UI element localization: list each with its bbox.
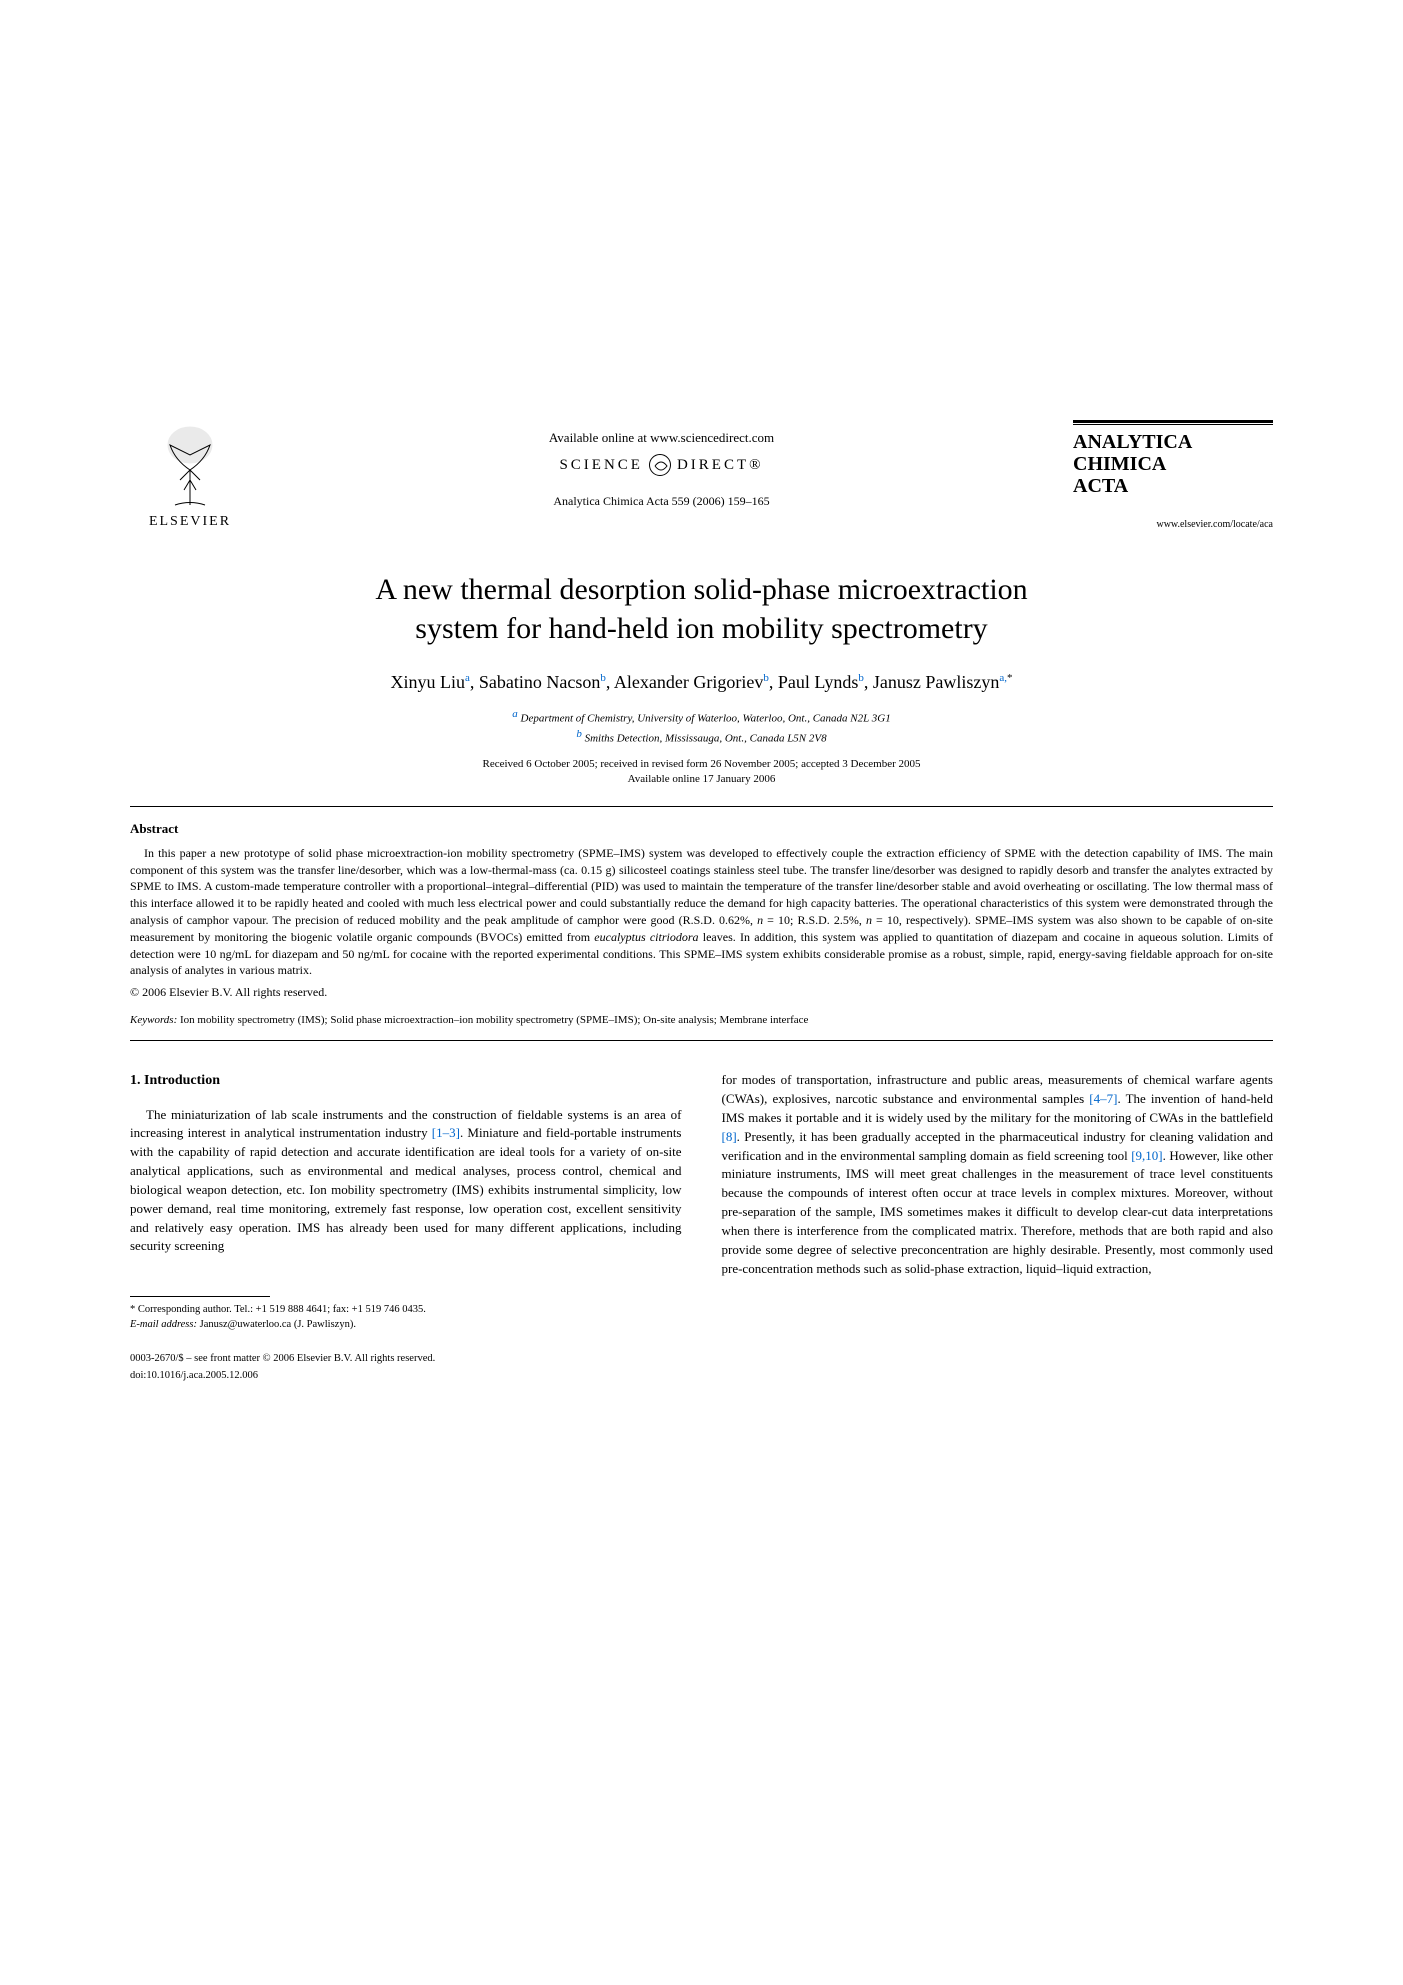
footnote-rule bbox=[130, 1296, 270, 1297]
author-2-affil: b bbox=[600, 672, 606, 684]
author-2: Sabatino Nacson bbox=[479, 672, 600, 692]
front-matter-line: 0003-2670/$ – see front matter © 2006 El… bbox=[130, 1351, 682, 1366]
abstract-text: In this paper a new prototype of solid p… bbox=[130, 845, 1273, 979]
keywords: Keywords: Ion mobility spectrometry (IMS… bbox=[130, 1014, 1273, 1026]
rule-below-keywords bbox=[130, 1040, 1273, 1041]
email-value: Janusz@uwaterloo.ca (J. Pawliszyn). bbox=[200, 1319, 356, 1330]
author-1-affil: a bbox=[465, 672, 470, 684]
keywords-label: Keywords: bbox=[130, 1014, 177, 1026]
corresponding-footnote: * Corresponding author. Tel.: +1 519 888… bbox=[130, 1303, 682, 1318]
body-columns: 1. Introduction The miniaturization of l… bbox=[130, 1071, 1273, 1383]
journal-name-line3: ACTA bbox=[1073, 475, 1273, 497]
journal-name-line2: CHIMICA bbox=[1073, 453, 1273, 475]
journal-url: www.elsevier.com/locate/aca bbox=[1073, 519, 1273, 530]
elsevier-tree-icon bbox=[150, 420, 230, 510]
affil-b-sup: b bbox=[576, 728, 582, 740]
title-line2: system for hand-held ion mobility spectr… bbox=[415, 612, 987, 645]
journal-name-line1: ANALYTICA bbox=[1073, 431, 1273, 453]
email-footnote: E-mail address: Janusz@uwaterloo.ca (J. … bbox=[130, 1318, 682, 1333]
center-header: Available online at www.sciencedirect.co… bbox=[250, 420, 1073, 509]
article-dates: Received 6 October 2005; received in rev… bbox=[130, 757, 1273, 788]
affil-b: Smiths Detection, Mississauga, Ont., Can… bbox=[585, 733, 827, 745]
author-3: Alexander Grigoriev bbox=[614, 672, 763, 692]
right-column: for modes of transportation, infrastruct… bbox=[722, 1071, 1274, 1383]
author-3-affil: b bbox=[763, 672, 769, 684]
science-direct-left: SCIENCE bbox=[559, 457, 643, 474]
intro-para-left: The miniaturization of lab scale instrum… bbox=[130, 1106, 682, 1257]
science-direct-icon bbox=[649, 454, 671, 476]
rule-above-abstract bbox=[130, 806, 1273, 807]
affil-a-sup: a bbox=[512, 708, 518, 720]
keywords-text: Ion mobility spectrometry (IMS); Solid p… bbox=[180, 1014, 808, 1026]
abstract-copyright: © 2006 Elsevier B.V. All rights reserved… bbox=[130, 985, 1273, 1000]
intro-para-right: for modes of transportation, infrastruct… bbox=[722, 1071, 1274, 1278]
journal-reference: Analytica Chimica Acta 559 (2006) 159–16… bbox=[250, 494, 1073, 509]
received-date: Received 6 October 2005; received in rev… bbox=[482, 758, 920, 770]
author-corr-star: * bbox=[1007, 672, 1013, 684]
left-column: 1. Introduction The miniaturization of l… bbox=[130, 1071, 682, 1383]
author-5-affil: a, bbox=[999, 672, 1007, 684]
article-title: A new thermal desorption solid-phase mic… bbox=[130, 570, 1273, 648]
author-5: Janusz Pawliszyn bbox=[873, 672, 999, 692]
journal-rule bbox=[1073, 420, 1273, 425]
title-line1: A new thermal desorption solid-phase mic… bbox=[375, 573, 1027, 606]
doi-line: doi:10.1016/j.aca.2005.12.006 bbox=[130, 1368, 682, 1383]
publisher-name: ELSEVIER bbox=[149, 514, 231, 530]
page-header: ELSEVIER Available online at www.science… bbox=[130, 420, 1273, 530]
author-1: Xinyu Liu bbox=[391, 672, 466, 692]
available-date: Available online 17 January 2006 bbox=[628, 773, 776, 785]
intro-heading: 1. Introduction bbox=[130, 1071, 682, 1091]
authors-line: Xinyu Liua, Sabatino Nacsonb, Alexander … bbox=[130, 672, 1273, 693]
available-online-text: Available online at www.sciencedirect.co… bbox=[250, 430, 1073, 446]
author-4: Paul Lynds bbox=[778, 672, 859, 692]
affiliations: a Department of Chemistry, University of… bbox=[130, 707, 1273, 747]
abstract-label: Abstract bbox=[130, 821, 1273, 837]
journal-title-box: ANALYTICA CHIMICA ACTA www.elsevier.com/… bbox=[1073, 420, 1273, 530]
science-direct-right: DIRECT® bbox=[677, 457, 764, 474]
email-label: E-mail address: bbox=[130, 1319, 197, 1330]
publisher-logo: ELSEVIER bbox=[130, 420, 250, 530]
science-direct-logo: SCIENCE DIRECT® bbox=[250, 454, 1073, 476]
author-4-affil: b bbox=[858, 672, 864, 684]
affil-a: Department of Chemistry, University of W… bbox=[521, 713, 891, 725]
